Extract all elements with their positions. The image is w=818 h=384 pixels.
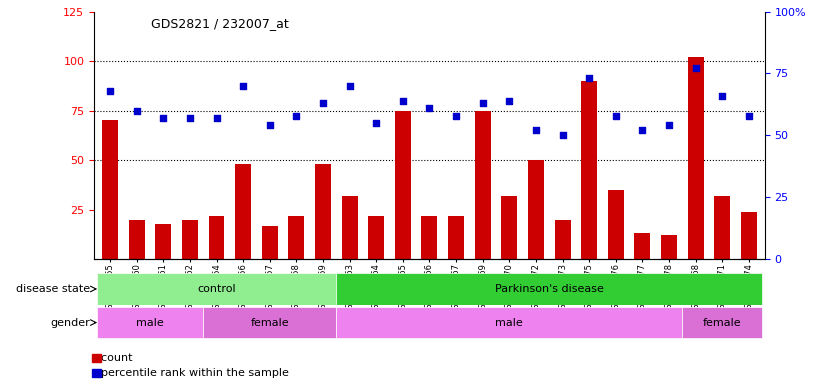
Point xyxy=(104,88,117,94)
Bar xyxy=(741,212,757,259)
Bar xyxy=(342,196,357,259)
Bar xyxy=(555,220,570,259)
Bar xyxy=(209,215,224,259)
Bar xyxy=(395,111,411,259)
Bar xyxy=(608,190,624,259)
Bar xyxy=(128,220,145,259)
Bar xyxy=(97,273,336,305)
Text: control: control xyxy=(197,284,236,294)
Point xyxy=(742,113,755,119)
Bar xyxy=(315,164,331,259)
Point xyxy=(582,75,596,81)
Bar xyxy=(528,160,544,259)
Point xyxy=(503,98,516,104)
Point xyxy=(317,100,330,106)
Bar xyxy=(97,307,203,338)
Point xyxy=(476,100,489,106)
Bar xyxy=(682,307,762,338)
Bar xyxy=(421,215,438,259)
Point xyxy=(716,93,729,99)
Bar xyxy=(336,307,682,338)
Point xyxy=(556,132,569,139)
Text: male: male xyxy=(136,318,164,328)
Point xyxy=(290,113,303,119)
Point xyxy=(263,122,276,129)
Text: disease state: disease state xyxy=(16,284,90,294)
Bar xyxy=(102,121,118,259)
Bar xyxy=(336,273,762,305)
Point xyxy=(450,113,463,119)
Bar xyxy=(661,235,677,259)
Point xyxy=(609,113,622,119)
Bar xyxy=(262,225,278,259)
Point xyxy=(183,115,196,121)
Point xyxy=(343,83,356,89)
Point xyxy=(157,115,170,121)
Bar xyxy=(474,111,491,259)
Bar xyxy=(235,164,251,259)
Point xyxy=(396,98,409,104)
Point xyxy=(236,83,249,89)
Text: percentile rank within the sample: percentile rank within the sample xyxy=(94,368,289,378)
Bar xyxy=(501,196,517,259)
Bar xyxy=(448,215,464,259)
Text: Parkinson's disease: Parkinson's disease xyxy=(495,284,604,294)
Bar xyxy=(203,307,336,338)
Point xyxy=(370,120,383,126)
Text: male: male xyxy=(496,318,524,328)
Point xyxy=(663,122,676,129)
Text: gender: gender xyxy=(50,318,90,328)
Bar xyxy=(182,220,198,259)
Point xyxy=(130,108,143,114)
Bar xyxy=(155,223,171,259)
Point xyxy=(689,65,702,71)
Point xyxy=(636,127,649,134)
Bar xyxy=(635,233,650,259)
Point xyxy=(210,115,223,121)
Text: female: female xyxy=(703,318,742,328)
Point xyxy=(529,127,542,134)
Text: count: count xyxy=(94,353,133,362)
Point xyxy=(423,105,436,111)
Text: female: female xyxy=(250,318,289,328)
Bar xyxy=(368,215,384,259)
Bar xyxy=(289,215,304,259)
Bar xyxy=(688,57,703,259)
Bar xyxy=(581,81,597,259)
Text: GDS2821 / 232007_at: GDS2821 / 232007_at xyxy=(151,17,289,30)
Bar xyxy=(714,196,730,259)
